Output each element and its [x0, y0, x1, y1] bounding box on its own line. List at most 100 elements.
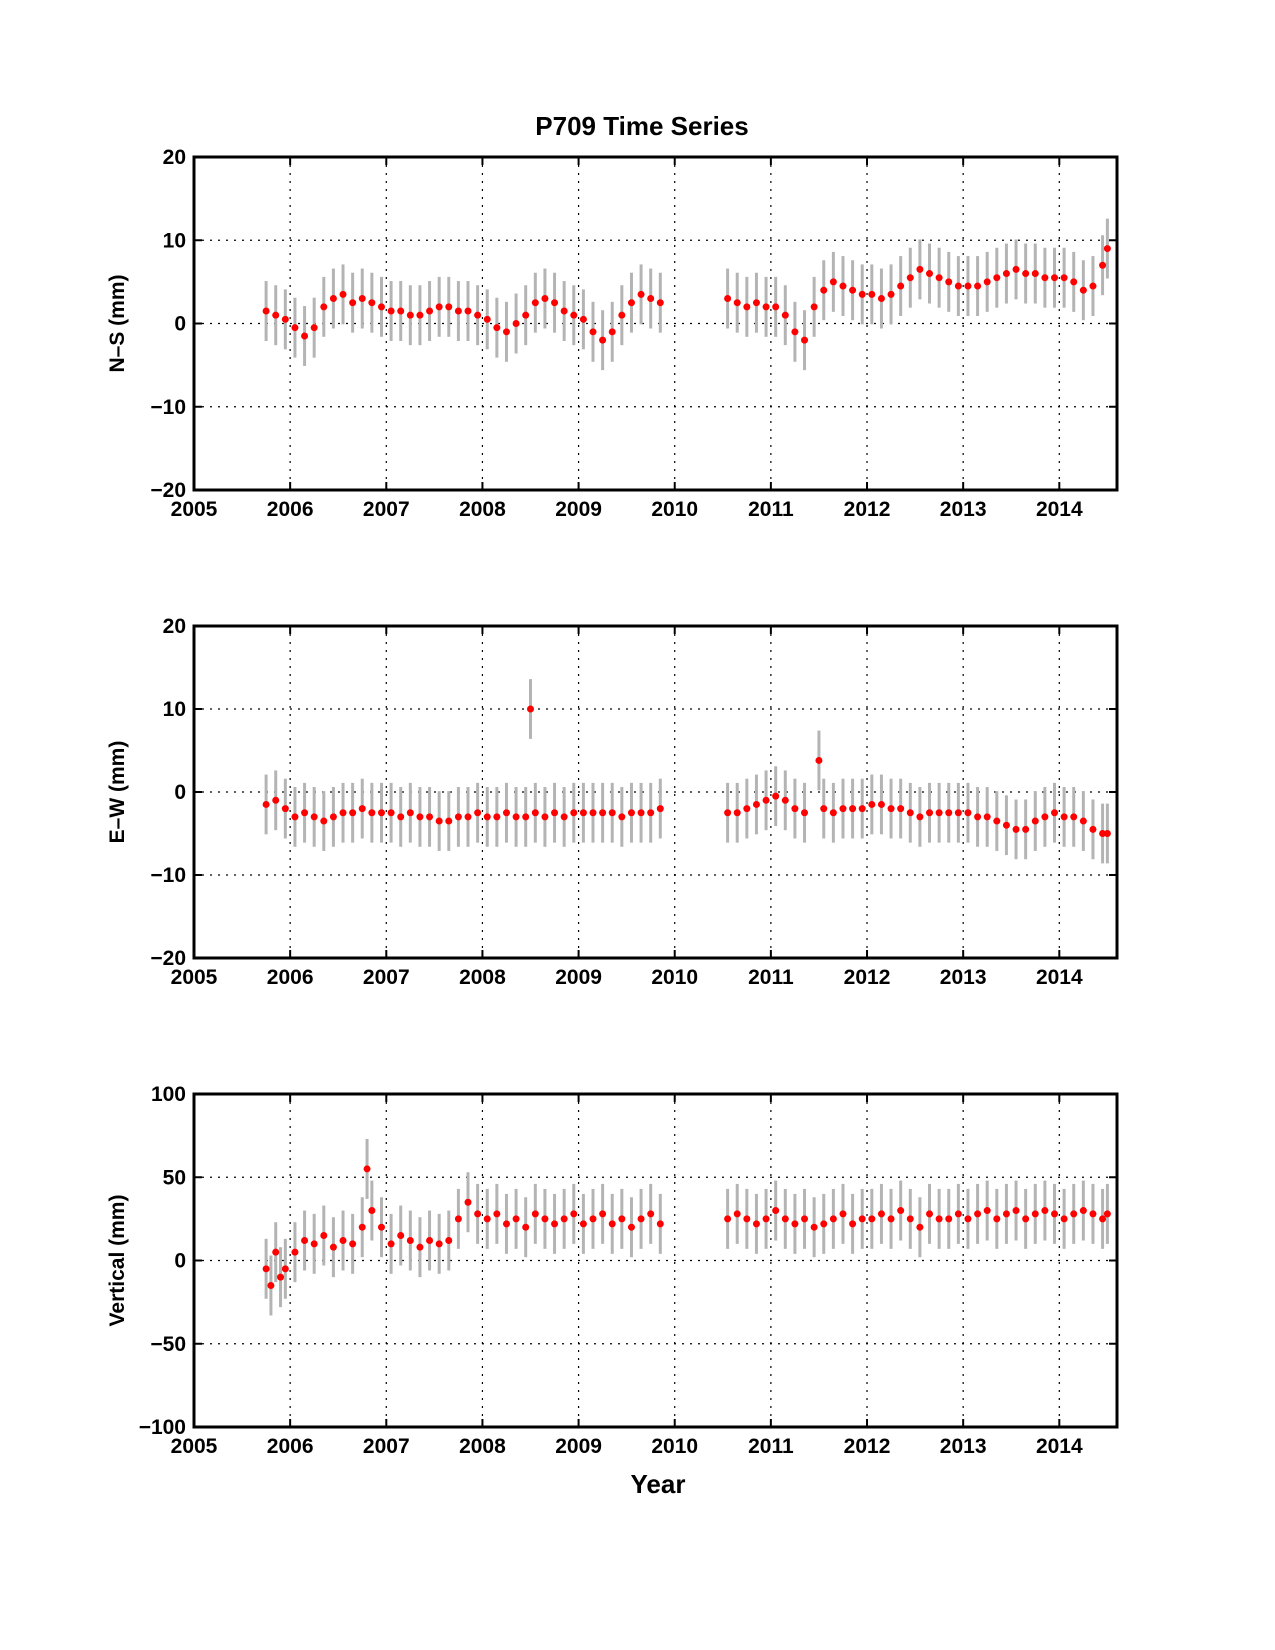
data-point [1012, 1207, 1020, 1215]
data-point [531, 299, 539, 307]
data-point [570, 1210, 578, 1218]
data-point [560, 1215, 568, 1223]
data-point [1002, 270, 1010, 278]
data-point [1099, 261, 1107, 269]
data-point [983, 813, 991, 821]
x-axis-label: Year [631, 1469, 686, 1499]
data-point [1070, 278, 1078, 286]
data-point [849, 1220, 857, 1228]
data-point [551, 809, 559, 817]
data-point [887, 805, 895, 813]
data-point [954, 809, 962, 817]
data-point [329, 295, 337, 303]
data-point [527, 705, 535, 713]
data-point [801, 809, 809, 817]
data-point [608, 1220, 616, 1228]
data-point [541, 1215, 549, 1223]
data-point [387, 1240, 395, 1248]
data-point [1012, 265, 1020, 273]
data-point [493, 1210, 501, 1218]
data-point [358, 295, 366, 303]
data-point [377, 809, 385, 817]
data-point [974, 1210, 982, 1218]
x-tick-label: 2010 [651, 1435, 698, 1458]
data-point [974, 813, 982, 821]
data-point [752, 1220, 760, 1228]
data-point [772, 792, 780, 800]
data-point [339, 1237, 347, 1245]
data-point [560, 307, 568, 315]
data-point [945, 1215, 953, 1223]
data-point [541, 295, 549, 303]
data-point [839, 282, 847, 290]
data-point [733, 299, 741, 307]
data-point [1051, 809, 1059, 817]
data-point [897, 805, 905, 813]
data-point [1099, 830, 1107, 837]
data-point [522, 1223, 530, 1231]
data-point [954, 282, 962, 290]
y-tick-label: 20 [163, 146, 186, 169]
data-point [512, 813, 520, 821]
data-point [1041, 1207, 1049, 1215]
data-point [387, 809, 395, 817]
x-tick-label: 2005 [171, 498, 218, 521]
x-tick-label: 2012 [844, 966, 891, 989]
data-point [1051, 274, 1059, 282]
data-point [647, 809, 655, 817]
data-point [464, 1198, 472, 1206]
data-point [791, 805, 799, 813]
data-point [599, 1210, 607, 1218]
data-point [1002, 821, 1010, 829]
data-point [945, 278, 953, 286]
data-point [762, 303, 770, 311]
data-point [964, 282, 972, 290]
y-tick-label: 10 [163, 698, 186, 721]
data-point [618, 813, 626, 821]
data-point [887, 290, 895, 298]
data-point [752, 299, 760, 307]
data-point [1089, 282, 1097, 290]
data-point [579, 315, 587, 323]
data-point [1103, 830, 1111, 837]
data-point [272, 311, 280, 319]
data-point [993, 817, 1001, 825]
data-point [1022, 270, 1030, 278]
y-tick-label: 0 [174, 781, 186, 804]
data-point [368, 809, 376, 817]
data-point [589, 1215, 597, 1223]
data-point [810, 1223, 818, 1231]
data-point [1079, 286, 1087, 294]
x-tick-label: 2009 [555, 498, 602, 521]
data-point [791, 328, 799, 336]
x-tick-label: 2014 [1036, 498, 1083, 521]
x-tick-label: 2012 [844, 498, 891, 521]
data-point [1079, 1207, 1087, 1215]
data-point [363, 1165, 371, 1173]
data-point [579, 809, 587, 817]
data-point [310, 324, 318, 332]
data-point [339, 809, 347, 817]
data-point [743, 805, 751, 813]
data-point [906, 809, 914, 817]
data-point [858, 290, 866, 298]
data-point [512, 320, 520, 327]
data-point [868, 1215, 876, 1223]
data-point [608, 328, 616, 336]
data-point [993, 274, 1001, 282]
data-point [724, 295, 732, 303]
data-point [1022, 1215, 1030, 1223]
y-axis-label: E–W (mm) [106, 741, 129, 844]
data-point [551, 299, 559, 307]
x-tick-label: 2013 [940, 498, 987, 521]
data-point [435, 817, 443, 825]
data-point [974, 282, 982, 290]
data-point [801, 336, 809, 344]
data-point [1051, 1210, 1059, 1218]
figure-title: P709 Time Series [535, 111, 748, 141]
x-tick-label: 2013 [940, 966, 987, 989]
x-tick-label: 2007 [363, 498, 410, 521]
data-point [445, 817, 453, 825]
data-point [262, 1265, 270, 1273]
x-tick-label: 2010 [651, 498, 698, 521]
